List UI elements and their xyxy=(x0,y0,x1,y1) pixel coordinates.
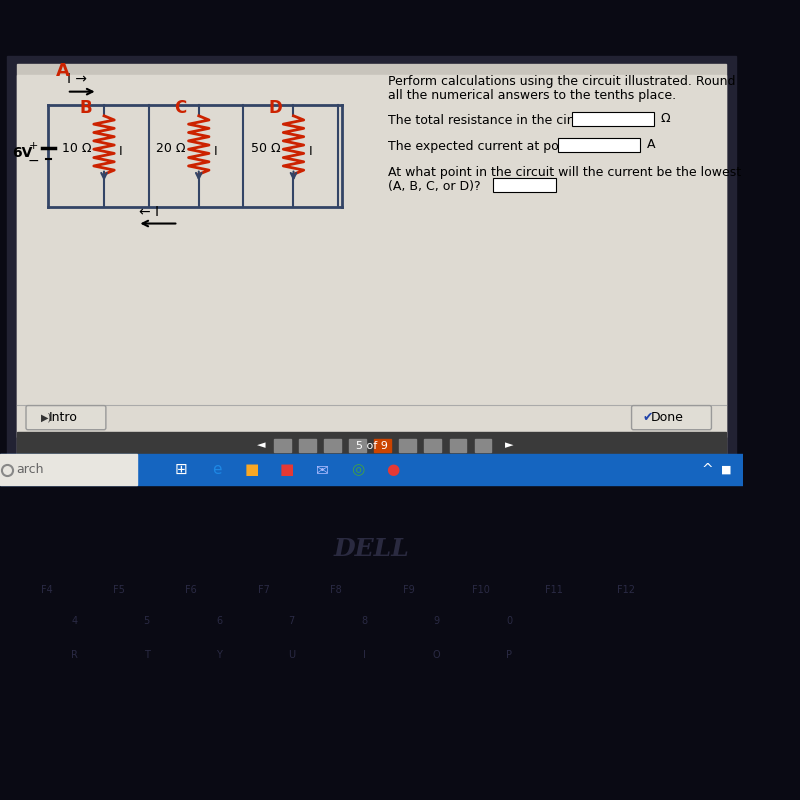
Text: D: D xyxy=(268,99,282,118)
Bar xyxy=(17,64,726,458)
Bar xyxy=(399,439,416,452)
FancyBboxPatch shape xyxy=(631,406,711,430)
Text: 8: 8 xyxy=(361,616,367,626)
Text: The total resistance in the circuit is: The total resistance in the circuit is xyxy=(388,114,609,127)
Text: I: I xyxy=(119,145,122,158)
Text: ^: ^ xyxy=(702,462,714,477)
Text: The expected current at point A is: The expected current at point A is xyxy=(388,140,602,153)
Text: F5: F5 xyxy=(113,586,125,595)
Text: arch: arch xyxy=(17,463,44,476)
Text: ■: ■ xyxy=(245,462,259,477)
Text: ← I: ← I xyxy=(139,205,159,219)
Text: P: P xyxy=(506,650,512,661)
Text: ●: ● xyxy=(386,462,399,477)
Text: I: I xyxy=(214,145,218,158)
Text: Y: Y xyxy=(216,650,222,661)
Text: (A, B, C, or D)?: (A, B, C, or D)? xyxy=(388,180,481,193)
Text: ⊞: ⊞ xyxy=(174,462,187,477)
Text: ◎: ◎ xyxy=(351,462,364,477)
Bar xyxy=(17,431,726,458)
Bar xyxy=(493,178,556,192)
Text: Perform calculations using the circuit illustrated. Round: Perform calculations using the circuit i… xyxy=(388,75,736,88)
Text: C: C xyxy=(174,99,186,118)
Bar xyxy=(0,454,743,486)
Bar xyxy=(0,454,138,486)
Text: 5 of 9: 5 of 9 xyxy=(355,441,387,450)
Text: I: I xyxy=(362,650,366,661)
FancyBboxPatch shape xyxy=(26,406,106,430)
Bar xyxy=(274,439,290,452)
Text: 20 Ω: 20 Ω xyxy=(156,142,186,155)
Text: 7: 7 xyxy=(289,616,294,626)
Text: I: I xyxy=(308,145,312,158)
Text: 10 Ω: 10 Ω xyxy=(62,142,91,155)
Text: ►: ► xyxy=(505,441,514,450)
Text: 4: 4 xyxy=(71,616,78,626)
Bar xyxy=(17,75,726,437)
Text: e: e xyxy=(212,462,221,477)
Text: 50 Ω: 50 Ω xyxy=(251,142,281,155)
Text: Done: Done xyxy=(650,411,683,424)
Text: ▶): ▶) xyxy=(41,413,52,422)
Text: 0: 0 xyxy=(506,616,512,626)
Text: B: B xyxy=(79,99,92,118)
Text: 6V: 6V xyxy=(12,146,33,160)
Bar xyxy=(425,439,441,452)
Text: F10: F10 xyxy=(472,586,490,595)
Bar xyxy=(324,439,341,452)
Bar xyxy=(0,486,743,771)
Text: At what point in the circuit will the current be the lowest: At what point in the circuit will the cu… xyxy=(388,166,742,179)
Text: F8: F8 xyxy=(330,586,342,595)
Bar xyxy=(7,56,735,465)
Text: +: + xyxy=(29,141,38,150)
Text: I →: I → xyxy=(67,72,87,86)
Text: F11: F11 xyxy=(545,586,562,595)
Text: Intro: Intro xyxy=(49,411,78,424)
Text: T: T xyxy=(144,650,150,661)
Text: F9: F9 xyxy=(402,586,414,595)
Text: F6: F6 xyxy=(186,586,198,595)
Text: O: O xyxy=(433,650,440,661)
Text: −: − xyxy=(28,154,39,168)
Text: R: R xyxy=(71,650,78,661)
Text: U: U xyxy=(288,650,295,661)
Text: A: A xyxy=(56,62,70,80)
Text: ✔: ✔ xyxy=(642,411,653,424)
Text: 9: 9 xyxy=(434,616,439,626)
Bar xyxy=(474,439,491,452)
Text: all the numerical answers to the tenths place.: all the numerical answers to the tenths … xyxy=(388,89,676,102)
Text: ■: ■ xyxy=(280,462,294,477)
Bar xyxy=(299,439,316,452)
Text: F12: F12 xyxy=(617,586,635,595)
Bar xyxy=(450,439,466,452)
Bar xyxy=(374,439,391,452)
Bar xyxy=(558,138,640,152)
Text: F4: F4 xyxy=(41,586,52,595)
Text: ◄: ◄ xyxy=(257,441,266,450)
Text: Ω: Ω xyxy=(660,112,670,125)
Text: 6: 6 xyxy=(216,616,222,626)
Text: 5: 5 xyxy=(144,616,150,626)
Bar xyxy=(572,112,654,126)
Text: ✉: ✉ xyxy=(316,462,329,477)
Text: ■: ■ xyxy=(721,465,731,474)
Text: DELL: DELL xyxy=(334,537,410,561)
Text: A: A xyxy=(646,138,655,151)
Bar xyxy=(350,439,366,452)
Text: F7: F7 xyxy=(258,586,270,595)
